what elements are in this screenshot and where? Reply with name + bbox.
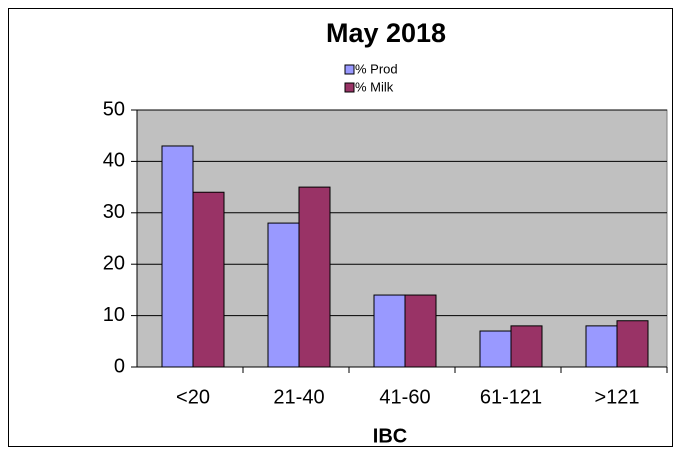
bar	[192, 191, 225, 368]
bar	[298, 186, 331, 368]
bar	[479, 330, 512, 368]
y-tick-label: 40	[103, 150, 125, 172]
x-tick-label: 41-60	[379, 386, 430, 408]
x-axis-label: IBC	[373, 425, 407, 447]
bar	[616, 320, 649, 368]
legend-swatch	[344, 64, 355, 75]
y-tick-label: 0	[114, 355, 125, 377]
bar	[161, 145, 194, 368]
bar	[373, 294, 406, 368]
bar	[510, 325, 543, 368]
legend-label: % Prod	[355, 61, 398, 76]
y-tick-label: 30	[103, 201, 125, 223]
x-tick-label: 21-40	[273, 386, 324, 408]
x-tick-label: <20	[176, 386, 210, 408]
x-tick-label: >121	[594, 386, 639, 408]
y-tick-label: 20	[103, 252, 125, 274]
y-tick-label: 10	[103, 304, 125, 326]
y-tick-label: 50	[103, 98, 125, 120]
bar	[404, 294, 437, 368]
x-tick-label: 61-121	[480, 386, 542, 408]
bar	[267, 222, 300, 368]
bar	[585, 325, 618, 368]
legend-swatch	[344, 82, 355, 93]
chart-title: May 2018	[326, 18, 446, 48]
legend-label: % Milk	[355, 79, 394, 94]
